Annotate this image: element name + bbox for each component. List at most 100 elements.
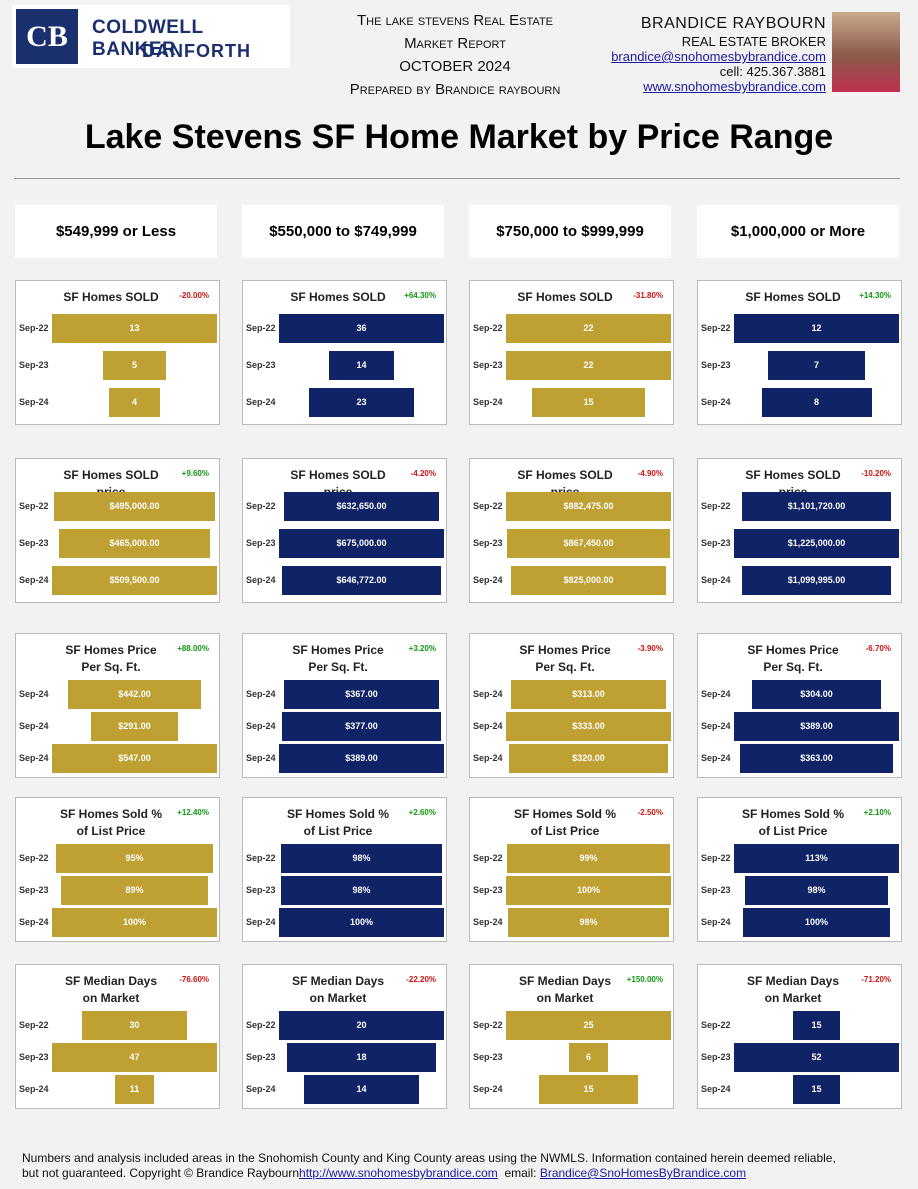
value-label: 20 <box>356 1020 367 1030</box>
agent-photo <box>832 12 900 92</box>
change-annotation: +88.00% <box>177 644 209 653</box>
bar <box>510 680 667 709</box>
bar <box>102 351 167 380</box>
bar <box>506 712 671 741</box>
category-label: Sep-23 <box>19 1052 49 1062</box>
value-label: $291.00 <box>118 721 151 731</box>
category-label: Sep-24 <box>701 575 731 585</box>
category-label: Sep-22 <box>701 501 731 511</box>
value-label: $363.00 <box>800 753 833 763</box>
chart-panel: SF Homes Price Per Sq. Ft. -6.70% Sep-24 $3… <box>697 633 902 778</box>
footer: Numbers and analysis included areas in t… <box>22 1151 836 1181</box>
value-label: 18 <box>356 1052 367 1062</box>
chart-title: SF Homes Sold % of List Price <box>286 807 390 838</box>
agent-cell: cell: 425.367.3881 <box>719 64 826 79</box>
bar <box>282 566 441 595</box>
category-label: Sep-23 <box>701 1052 731 1062</box>
column-header: $549,999 or Less <box>15 205 217 258</box>
value-label: 15 <box>583 397 594 407</box>
category-label: Sep-22 <box>246 1020 276 1030</box>
value-label: 5 <box>131 360 137 370</box>
bar <box>506 1011 671 1040</box>
category-label: Sep-22 <box>19 501 49 511</box>
chart-panel: SF Homes Price Per Sq. Ft. +3.20% Sep-24 $3… <box>242 633 447 778</box>
bar <box>507 908 670 937</box>
bar <box>308 388 415 417</box>
bar <box>52 744 217 773</box>
column-header: $550,000 to $749,999 <box>242 205 444 258</box>
value-label: $509,500.00 <box>109 575 160 585</box>
bar <box>281 712 442 741</box>
category-label: Sep-23 <box>473 1052 503 1062</box>
category-label: Sep-23 <box>246 360 276 370</box>
category-label: Sep-22 <box>701 853 731 863</box>
bar <box>539 1075 638 1104</box>
bar <box>56 844 213 873</box>
bar <box>506 314 671 343</box>
value-label: 100% <box>804 917 829 927</box>
report-line: The lake stevens Real Estate <box>356 12 554 29</box>
bar <box>734 1043 899 1072</box>
bar <box>792 1075 841 1104</box>
bar <box>743 908 890 937</box>
value-label: 36 <box>356 323 367 333</box>
bar <box>67 680 202 709</box>
category-label: Sep-22 <box>473 853 503 863</box>
footer-link[interactable]: http://www.snohomesbybrandice.com <box>299 1166 498 1180</box>
bar <box>54 492 215 521</box>
change-annotation: -31.80% <box>633 291 663 300</box>
footer-text: Numbers and analysis included areas in t… <box>22 1151 836 1165</box>
agent-website[interactable]: www.snohomesbybrandice.com <box>643 79 826 94</box>
category-label: Sep-23 <box>246 1052 276 1062</box>
chart-panel: SF Homes Sold % of List Price +12.40% Sep-… <box>15 797 220 942</box>
bar <box>511 566 666 595</box>
value-label: 52 <box>811 1052 822 1062</box>
chart-panel: SF Homes SOLD +14.30% Sep-22 12 Sep-23 7 Sep-2… <box>697 280 902 425</box>
chart-panel: SF Homes Price Per Sq. Ft. +88.00% Sep-24 $… <box>15 633 220 778</box>
change-annotation: +2.10% <box>863 808 891 817</box>
value-label: $320.00 <box>572 753 605 763</box>
footer-link[interactable]: Brandice@SnoHomesByBrandice.com <box>539 1166 747 1180</box>
bar <box>506 844 671 873</box>
category-label: Sep-24 <box>473 917 503 927</box>
chart-title: SF Homes SOLD <box>290 290 386 304</box>
agent-email[interactable]: brandice@snohomesbybrandice.com <box>611 49 826 64</box>
bar <box>52 908 217 937</box>
value-label: 4 <box>131 397 137 407</box>
chart-panel: SF Homes SOLD price-4.90%Sep-22$882,475.… <box>469 458 674 603</box>
value-label: 99% <box>579 853 598 863</box>
value-label: 25 <box>583 1020 594 1030</box>
chart-title: SF Median Days on Market <box>746 974 840 1005</box>
category-label: Sep-23 <box>19 885 49 895</box>
category-label: Sep-23 <box>473 360 503 370</box>
category-label: Sep-24 <box>473 575 503 585</box>
category-label: Sep-24 <box>701 721 731 731</box>
report-line: Prepared by Brandice raybourn <box>349 81 561 98</box>
bar <box>284 492 439 521</box>
bar <box>506 492 671 521</box>
value-label: 22 <box>583 360 594 370</box>
value-label: $882,475.00 <box>563 501 614 511</box>
bar <box>507 529 670 558</box>
bar <box>61 876 208 905</box>
page-title: Lake Stevens SF Home Market by Price Ran… <box>84 118 834 156</box>
value-label: 30 <box>129 1020 140 1030</box>
value-label: $495,000.00 <box>109 501 160 511</box>
category-label: Sep-23 <box>19 360 49 370</box>
bar <box>532 388 645 417</box>
value-label: 113% <box>805 853 828 863</box>
change-annotation: -4.20% <box>410 469 436 478</box>
value-label: $867,450.00 <box>563 538 614 548</box>
value-label: 14 <box>356 360 367 370</box>
category-label: Sep-24 <box>473 397 503 407</box>
value-label: 89% <box>125 885 144 895</box>
change-annotation: -3.90% <box>637 644 663 653</box>
value-label: $442.00 <box>118 689 151 699</box>
chart-title: SF Median Days on Market <box>518 974 612 1005</box>
bar <box>279 1011 444 1040</box>
bar <box>279 744 444 773</box>
category-label: Sep-23 <box>473 538 503 548</box>
category-label: Sep-24 <box>246 689 276 699</box>
bar <box>59 529 210 558</box>
category-label: Sep-23 <box>246 538 276 548</box>
